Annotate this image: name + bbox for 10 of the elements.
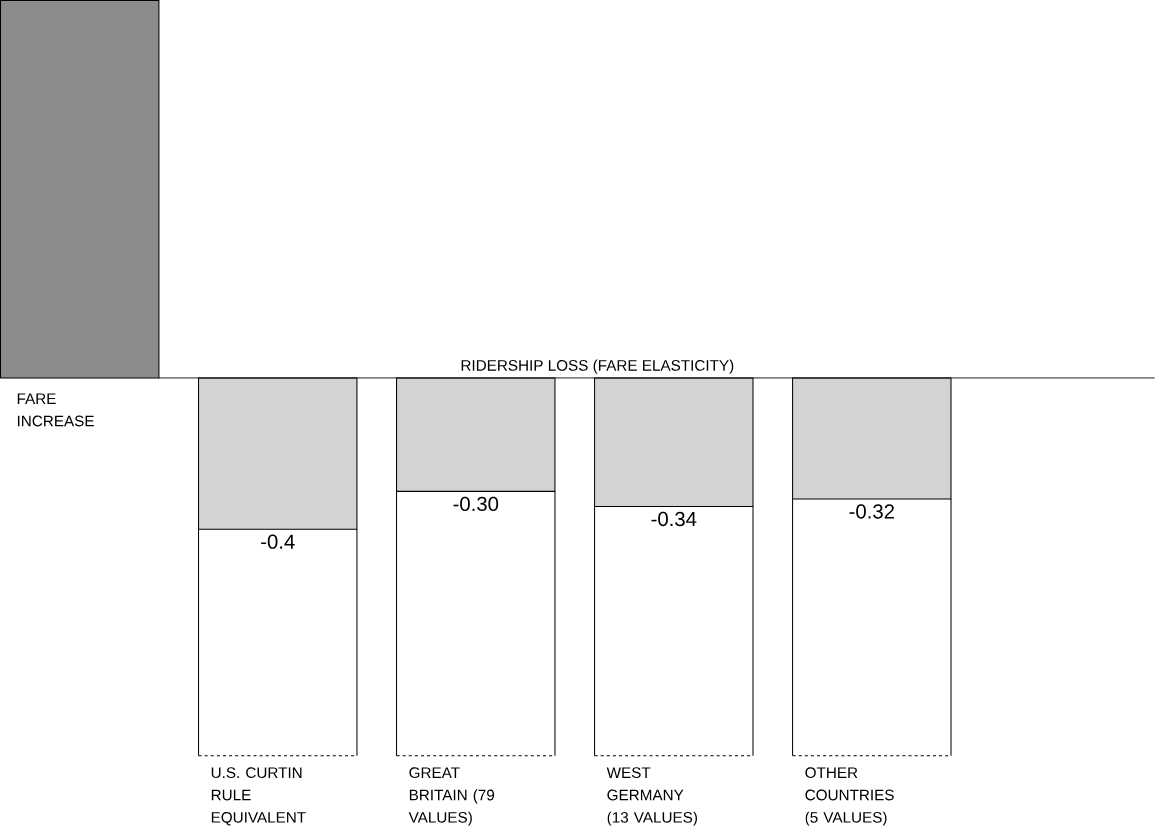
data-label: -0.4 [261, 534, 295, 549]
x-tick-label: GREAT BRITAIN (79 VALUES) [408, 767, 495, 826]
data-label: -0.32 [849, 504, 894, 519]
x-tick-label: WEST GERMANY (13 VALUES) [606, 767, 697, 826]
x-tick-label: FARE INCREASE [17, 393, 94, 427]
x-tick-label: OTHER COUNTRIES (5 VALUES) [805, 767, 894, 826]
text: RIDERSHIP LOSS (FARE ELASTICITY) [461, 359, 734, 374]
x-tick-label: U.S. CURTIN RULE EQUIVALENT [211, 767, 306, 826]
data-label: -0.30 [453, 496, 499, 512]
data-label: -0.34 [651, 511, 697, 527]
